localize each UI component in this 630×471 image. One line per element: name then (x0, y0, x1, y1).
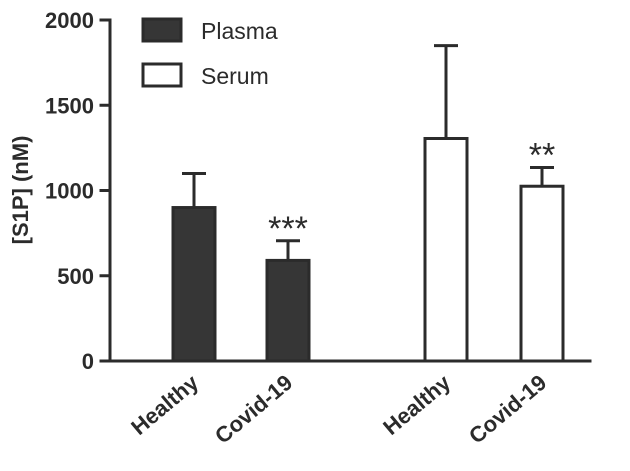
bar-plasma-covid-19 (265, 258, 311, 363)
bar-serum-covid-19 (519, 184, 565, 363)
bars (171, 136, 565, 363)
significance-annotation-serum-covid-19: ** (529, 136, 555, 174)
x-category-label: Healthy (126, 369, 204, 440)
significance-annotation-plasma-covid-19: *** (268, 210, 308, 248)
y-tick-label: 1500 (45, 93, 94, 118)
legend: Plasma Serum (141, 17, 278, 89)
x-category-label: Covid-19 (464, 370, 551, 449)
legend-swatch-plasma (141, 17, 183, 43)
bar-plasma-healthy (171, 206, 217, 363)
error-bars (182, 44, 554, 261)
annotations: ***** (268, 136, 555, 247)
legend-swatch-serum (141, 62, 183, 88)
x-category-labels: Healthy Covid-19 Healthy Covid-19 (126, 369, 551, 448)
legend-label-plasma: Plasma (201, 18, 278, 44)
y-ticks: 0 500 1000 1500 2000 (45, 8, 112, 374)
y-tick-label: 0 (82, 349, 94, 374)
y-tick-label: 2000 (45, 8, 94, 33)
y-tick-label: 500 (57, 264, 94, 289)
y-axis-title: [S1P] (nM) (8, 136, 33, 245)
legend-label-serum: Serum (201, 63, 269, 89)
x-category-label: Healthy (378, 369, 456, 440)
bar-serum-healthy (423, 136, 469, 363)
x-category-label: Covid-19 (210, 370, 297, 449)
y-tick-label: 1000 (45, 179, 94, 204)
